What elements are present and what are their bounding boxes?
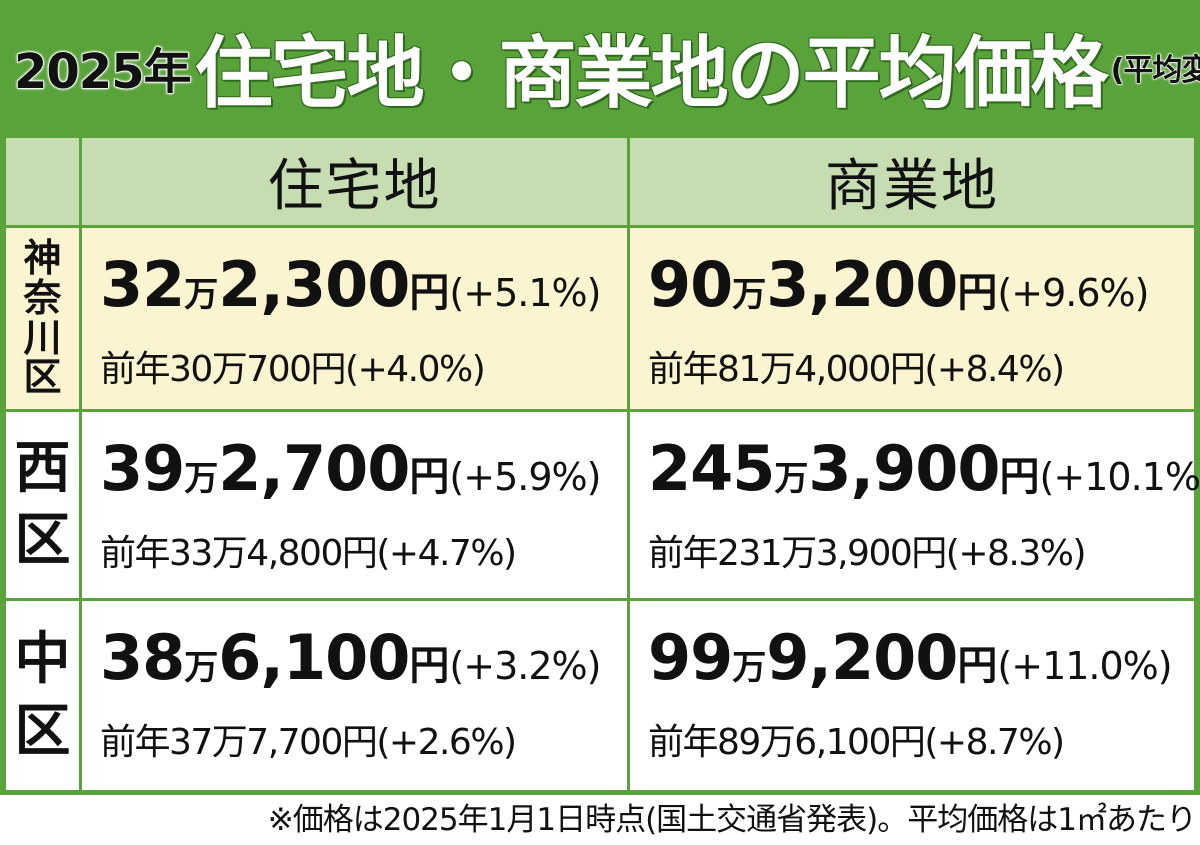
ward-char: 中	[14, 626, 71, 692]
footnote: ※価格は2025年1月1日時点(国土交通省発表)。平均価格は1㎡あたり	[267, 802, 1197, 838]
change-rate: (+5.9%)	[449, 455, 601, 499]
change-rate: (+9.6%)	[997, 271, 1149, 315]
cell-kanagawa-residential: 32万2,300円(+5.1%) 前年30万700円(+4.0%)	[82, 228, 627, 409]
cell-nishi-residential: 39万2,700円(+5.9%) 前年33万4,800円(+4.7%)	[82, 412, 627, 598]
change-rate: (+3.2%)	[449, 644, 601, 688]
cell-nishi-commercial: 245万3,900円(+10.1%) 前年231万3,900円(+8.3%)	[630, 412, 1200, 598]
previous-year-price: 前年33万4,800円(+4.7%)	[100, 533, 517, 574]
ward-char: 川	[23, 315, 62, 360]
change-rate: (+5.1%)	[449, 271, 601, 315]
change-rate: (+11.0%)	[997, 644, 1172, 688]
current-price: 245万3,900円(+10.1%)	[648, 432, 1200, 505]
title-subtitle: (平均変動率)	[1110, 53, 1200, 89]
ward-char: 奈	[23, 275, 62, 320]
cell-naka-commercial: 99万9,200円(+11.0%) 前年89万6,100円(+8.7%)	[630, 601, 1194, 790]
title-year: 2025年	[13, 43, 192, 101]
current-price: 32万2,300円(+5.1%)	[100, 248, 601, 321]
corner-cell	[6, 138, 79, 225]
column-header-residential: 住宅地	[82, 138, 627, 225]
row-header-nishi: 西 区	[6, 412, 79, 598]
ward-char: 区	[23, 355, 62, 400]
previous-year-price: 前年30万700円(+4.0%)	[100, 349, 486, 390]
previous-year-price: 前年81万4,000円(+8.4%)	[648, 349, 1065, 390]
ward-char: 区	[14, 698, 71, 764]
column-header-commercial: 商業地	[630, 138, 1194, 225]
previous-year-price: 前年37万7,700円(+2.6%)	[100, 722, 517, 763]
title-banner: 2025年 住宅地・商業地の平均価格 (平均変動率)	[0, 0, 1200, 134]
change-rate: (+10.1%)	[1039, 455, 1200, 499]
previous-year-price: 前年231万3,900円(+8.3%)	[648, 533, 1087, 574]
previous-year-price: 前年89万6,100円(+8.7%)	[648, 722, 1065, 763]
page-title: 住宅地・商業地の平均価格	[194, 29, 1109, 119]
price-table: 住宅地 商業地 神 奈 川 区 32万2,300円(+5.1%) 前年30万70…	[0, 134, 1200, 795]
ward-char: 区	[14, 508, 71, 573]
cell-naka-residential: 38万6,100円(+3.2%) 前年37万7,700円(+2.6%)	[82, 601, 627, 790]
row-header-naka: 中 区	[6, 601, 79, 790]
current-price: 90万3,200円(+9.6%)	[648, 248, 1149, 321]
current-price: 99万9,200円(+11.0%)	[648, 621, 1173, 694]
ward-char: 神	[23, 235, 62, 280]
current-price: 39万2,700円(+5.9%)	[100, 432, 601, 505]
ward-char: 西	[14, 436, 71, 501]
row-header-kanagawa: 神 奈 川 区	[6, 228, 79, 409]
cell-kanagawa-commercial: 90万3,200円(+9.6%) 前年81万4,000円(+8.4%)	[630, 228, 1194, 409]
current-price: 38万6,100円(+3.2%)	[100, 621, 601, 694]
